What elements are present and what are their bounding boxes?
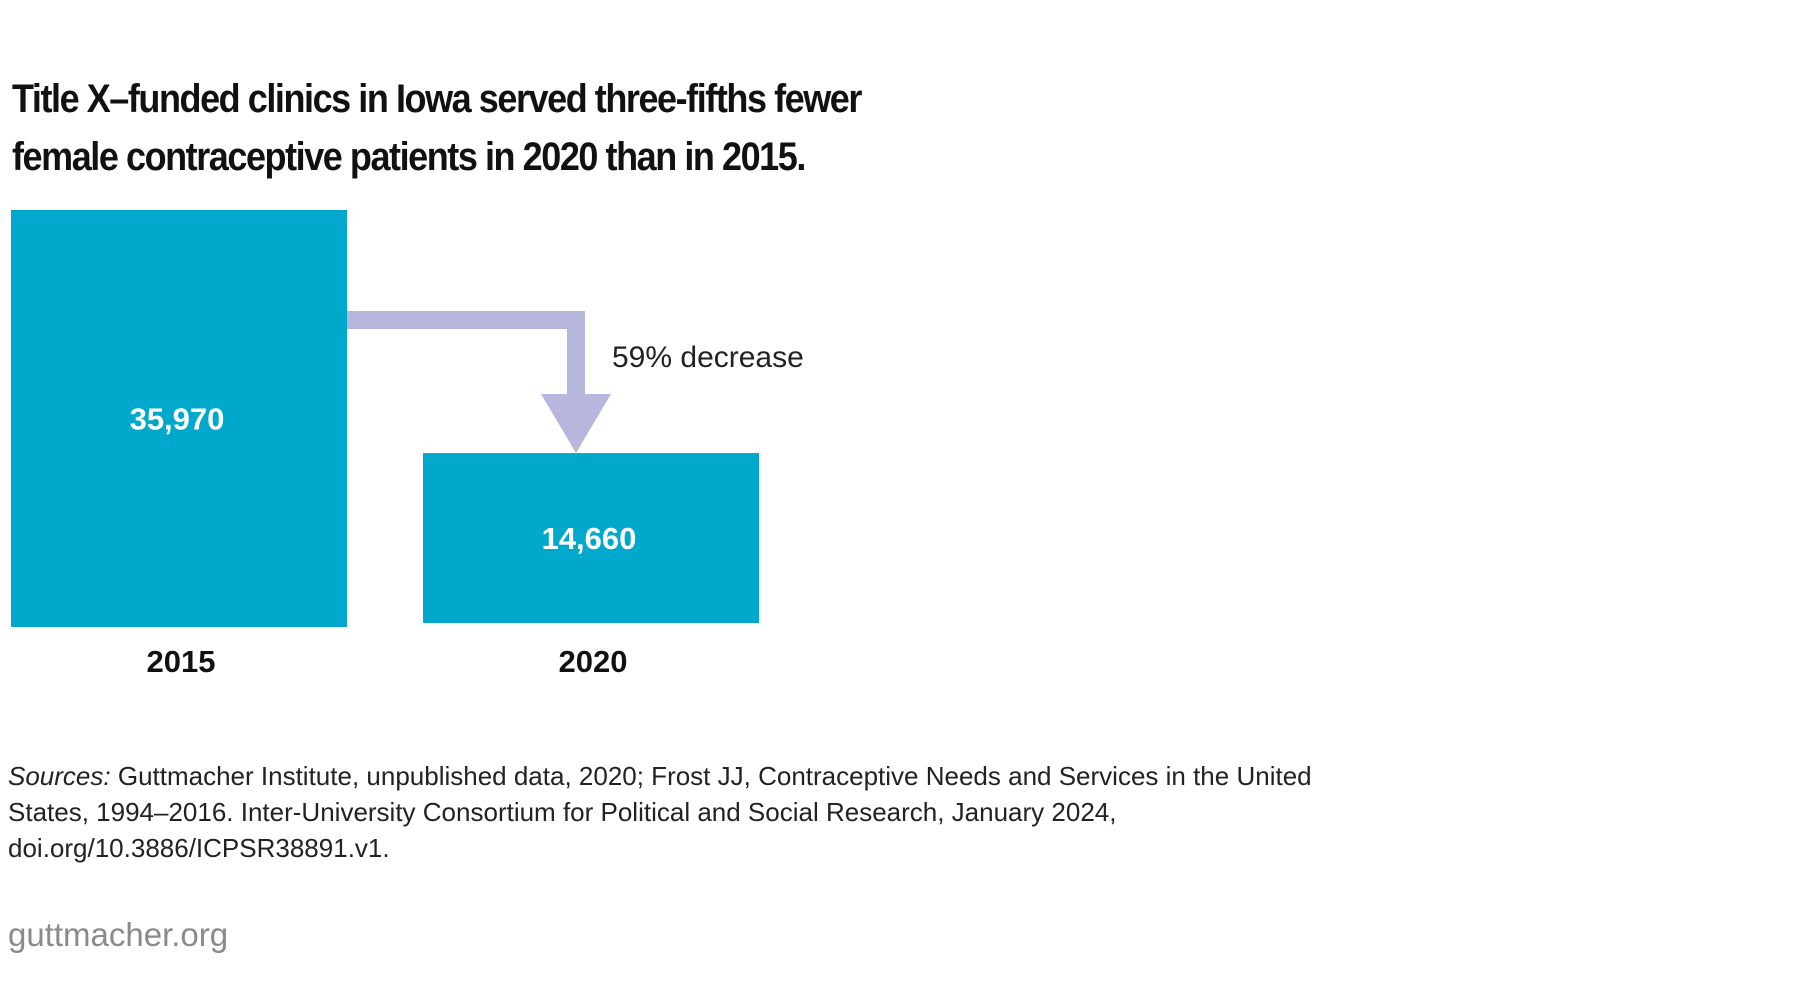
- brand-link[interactable]: guttmacher.org: [8, 916, 229, 953]
- sources-text: Guttmacher Institute, unpublished data, …: [8, 761, 1312, 863]
- value-label-2015: 35,970: [130, 402, 225, 437]
- decrease-annotation: 59% decrease: [612, 341, 804, 374]
- category-label-2020: 2020: [559, 644, 628, 679]
- bar-2020: [423, 453, 759, 623]
- bar-2015: [11, 210, 347, 627]
- category-label-2015: 2015: [147, 644, 216, 679]
- sources-label: Sources:: [8, 761, 111, 791]
- sources-note: Sources: Guttmacher Institute, unpublish…: [8, 758, 1368, 866]
- decrease-arrow: [347, 311, 611, 454]
- chart-title: Title X–funded clinics in Iowa served th…: [12, 77, 862, 179]
- value-label-2020: 14,660: [542, 521, 637, 556]
